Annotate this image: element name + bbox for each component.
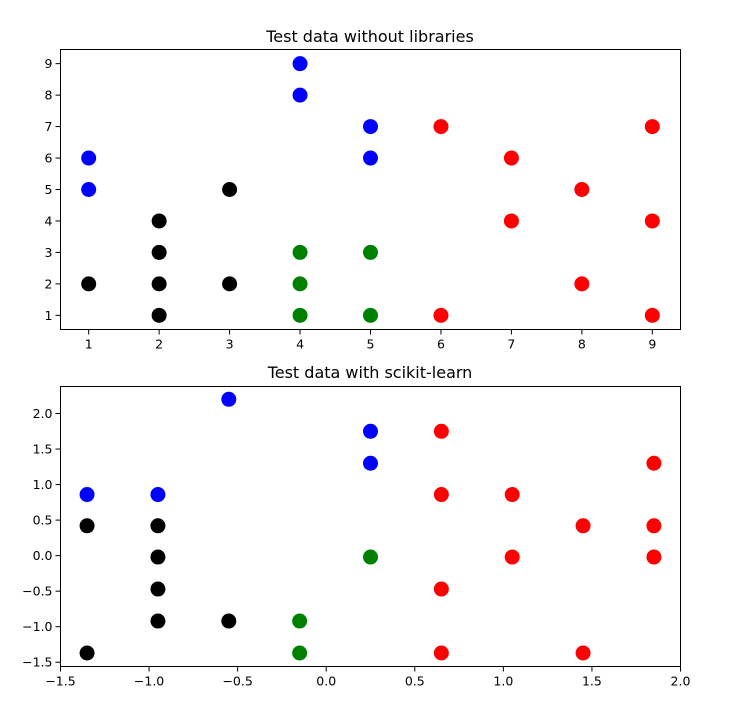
x-tick-label: 4 [296, 337, 304, 352]
y-tick-label: −1.5 [22, 655, 52, 670]
data-point [221, 391, 237, 407]
x-tick-label: 8 [578, 337, 586, 352]
data-point [433, 487, 449, 503]
data-point [292, 307, 308, 323]
y-tick-label: 6 [45, 151, 53, 166]
data-point [151, 276, 167, 292]
data-point [504, 487, 520, 503]
data-point [575, 645, 591, 661]
data-point [363, 119, 378, 135]
data-point [646, 549, 662, 565]
x-tick-label: 7 [507, 337, 515, 352]
data-point [292, 276, 308, 292]
data-point [433, 307, 449, 323]
data-point [574, 182, 590, 197]
x-tick-label: 9 [648, 337, 656, 352]
data-point [503, 150, 519, 166]
data-point [150, 581, 166, 597]
x-tick-label: 6 [437, 337, 445, 352]
data-point [644, 213, 660, 229]
y-tick-label: 5 [45, 182, 53, 197]
y-tick-label: 1 [45, 308, 53, 323]
data-point [363, 307, 378, 323]
y-tick-label: −0.5 [22, 584, 52, 599]
y-tick-label: 7 [45, 119, 53, 134]
data-point [644, 307, 660, 323]
data-point [363, 549, 378, 565]
data-point [292, 56, 308, 72]
data-point [433, 645, 449, 661]
data-point [363, 455, 378, 471]
x-tick-label: −1.5 [45, 674, 75, 689]
data-point [433, 581, 449, 597]
top-scatter-plot: Test data without libraries 1 2 3 4 5 6 7 8 9 1 2 3… [45, 27, 681, 352]
data-point [363, 244, 378, 260]
data-point [644, 119, 660, 135]
data-point [81, 276, 97, 292]
data-point [150, 518, 166, 534]
y-tick-label: 2 [45, 276, 53, 291]
x-tick-label: 3 [226, 337, 234, 352]
data-point [150, 549, 166, 565]
x-tick-label: 1.5 [582, 674, 602, 689]
y-tick-label: 3 [45, 245, 53, 260]
data-point [222, 182, 238, 197]
data-point [151, 307, 167, 323]
x-tick-label: 2 [155, 337, 163, 352]
y-tick-label: 9 [45, 56, 53, 71]
y-tick-label: 1.5 [33, 442, 53, 457]
data-point [504, 549, 520, 565]
data-point [81, 150, 97, 166]
y-tick-label: −1.0 [22, 619, 52, 634]
data-point [222, 276, 238, 292]
data-point [151, 213, 167, 229]
x-tick-label: 2.0 [671, 674, 691, 689]
data-point [433, 119, 449, 135]
data-point [363, 423, 378, 439]
x-tick-label: 5 [367, 337, 375, 352]
data-point [503, 213, 519, 229]
data-point [574, 276, 590, 292]
data-point [79, 645, 95, 661]
data-point [292, 244, 308, 260]
y-tick-label: 4 [45, 213, 53, 228]
data-point [292, 645, 308, 661]
data-point [646, 518, 662, 534]
data-point [292, 87, 308, 103]
data-point [150, 487, 166, 503]
y-tick-label: 0.5 [33, 513, 53, 528]
data-point [646, 455, 662, 471]
data-point [151, 244, 167, 260]
bottom-scatter-plot: Test data with scikit-learn −1.5 −1.0 −0.5… [22, 363, 690, 689]
x-tick-label: −1.0 [134, 674, 164, 689]
data-point [433, 423, 449, 439]
bottom-plot-frame [60, 386, 681, 667]
data-point [575, 518, 591, 534]
data-point [292, 613, 308, 629]
data-point [79, 487, 95, 503]
x-tick-label: 0.0 [316, 674, 336, 689]
data-point [363, 150, 378, 166]
x-tick-label: 1.0 [493, 674, 513, 689]
data-point [81, 182, 97, 197]
data-point [150, 613, 166, 629]
data-point [221, 613, 237, 629]
x-tick-label: 1 [85, 337, 93, 352]
x-tick-label: −0.5 [222, 674, 252, 689]
y-tick-label: 2.0 [33, 406, 53, 421]
y-tick-label: 0.0 [33, 548, 53, 563]
data-point [79, 518, 95, 534]
top-chart-title: Test data without libraries [265, 27, 474, 46]
y-tick-label: 1.0 [33, 477, 53, 492]
x-tick-label: 0.5 [405, 674, 425, 689]
bottom-chart-title: Test data with scikit-learn [267, 363, 473, 382]
y-tick-label: 8 [45, 88, 53, 103]
